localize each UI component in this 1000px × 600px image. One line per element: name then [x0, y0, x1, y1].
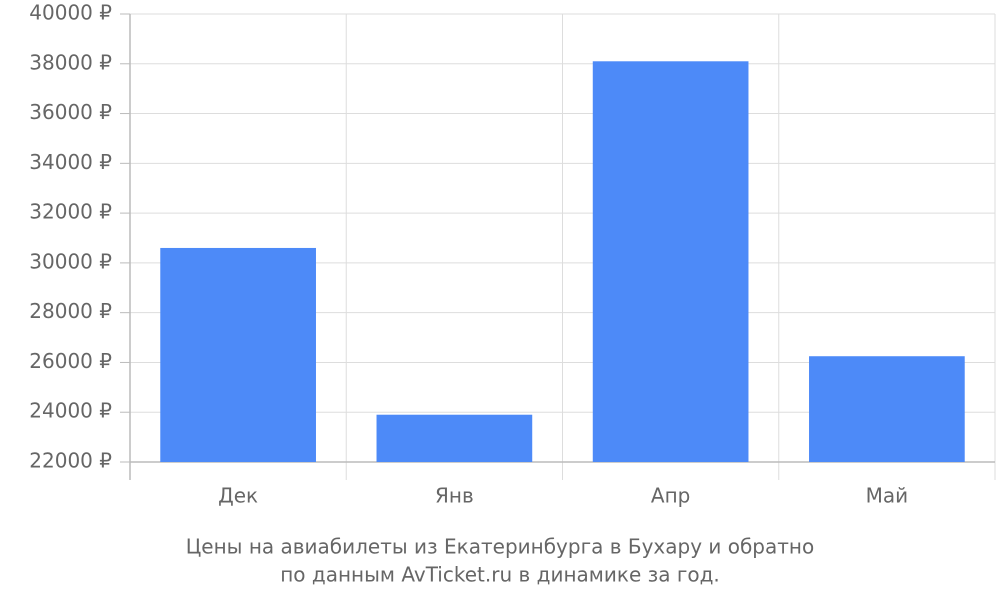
x-tick-label: Янв	[435, 484, 474, 508]
y-tick-label: 32000 ₽	[29, 200, 112, 224]
y-tick-label: 28000 ₽	[29, 299, 112, 323]
y-tick-label: 40000 ₽	[29, 1, 112, 25]
y-tick-label: 38000 ₽	[29, 50, 112, 74]
bar	[809, 356, 965, 462]
chart-title: по данным AvTicket.ru в динамике за год.	[280, 563, 720, 587]
y-tick-label: 22000 ₽	[29, 449, 112, 473]
bar	[592, 61, 749, 463]
y-tick-label: 24000 ₽	[29, 399, 112, 423]
x-tick-label: Май	[866, 484, 909, 508]
y-tick-label: 36000 ₽	[29, 100, 112, 124]
x-tick-label: Апр	[651, 484, 690, 508]
y-tick-label: 26000 ₽	[29, 349, 112, 373]
bar	[376, 414, 533, 462]
y-tick-label: 30000 ₽	[29, 249, 112, 273]
x-tick-label: Дек	[218, 484, 258, 508]
y-tick-label: 34000 ₽	[29, 150, 112, 174]
chart-title: Цены на авиабилеты из Екатеринбурга в Бу…	[186, 535, 814, 559]
bar	[160, 247, 316, 462]
